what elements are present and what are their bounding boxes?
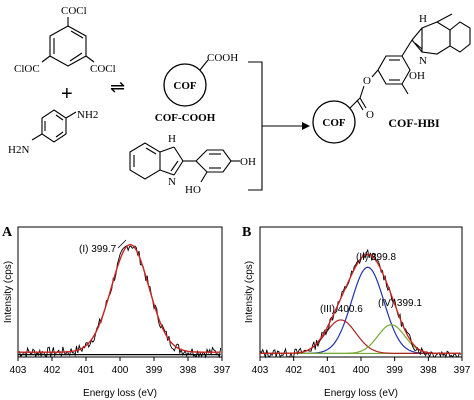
acid-chloride-molecule: COCl ClOC COCl: [14, 5, 116, 75]
hbi-oh-right: OH: [240, 156, 256, 168]
nh2-label: NH2: [77, 109, 98, 121]
chart-a-x-ticks: 403 402 401 400 399 398 397: [10, 357, 231, 376]
x-tick-label: 397: [214, 365, 231, 376]
cooh-label: COOH: [207, 52, 238, 64]
diamine-molecule: NH2 H2N: [8, 109, 98, 156]
chart-a-plot-area: [17, 243, 222, 359]
x-tick-label: 400: [112, 365, 129, 376]
hbi-n-label: N: [168, 176, 176, 188]
chart-b-envelope-series: [259, 253, 461, 355]
plus-sign: +: [61, 83, 73, 105]
hbi-nh-label: H: [168, 133, 176, 145]
cof-hbi-oh-label: OH: [409, 70, 425, 82]
cof-hbi-nh-label: H: [419, 13, 427, 25]
chart-b-peak-ii-label: (II) 399.8: [356, 252, 396, 263]
cloc-left-label: ClOC: [14, 63, 40, 75]
chart-b-x-ticks: 403 402 401 400 399 398 397: [252, 357, 471, 376]
chart-b-plot-area: [259, 248, 461, 359]
reaction-scheme: COCl ClOC COCl + NH2 H2N ⇌ COF COOH COF-…: [8, 5, 471, 196]
chart-a-fit-series: [18, 243, 221, 353]
x-tick-label: 403: [10, 365, 27, 376]
x-tick-label: 397: [454, 365, 471, 376]
x-tick-label: 401: [78, 365, 95, 376]
chart-b-peak-iv-label: (IV) 399.1: [378, 298, 422, 309]
hbi-molecule: H N OH HO: [129, 133, 256, 196]
cof-hbi-circle-label: COF: [322, 117, 346, 129]
x-tick-label: 400: [353, 365, 370, 376]
h2n-label: H2N: [8, 144, 29, 156]
hbi-ho-bottom: HO: [185, 184, 201, 196]
ester-o: O: [363, 75, 371, 87]
chart-a-xlabel: Energy loss (eV): [83, 388, 157, 399]
cof-cooh-name: COF-COOH: [155, 112, 216, 124]
chart-a: 403 402 401 400 399 398 397 Energy loss (eV) I…: [3, 226, 231, 399]
panel-label-b: B: [242, 225, 251, 240]
chart-b: 403 402 401 400 399 398 397 Energy loss (eV) I…: [244, 226, 471, 399]
x-tick-label: 399: [146, 365, 163, 376]
panel-label-a: A: [2, 225, 13, 240]
chart-a-experimental-series: [17, 245, 222, 359]
cof-cooh-circle-label: COF: [173, 80, 197, 92]
ester-carbonyl-o: O: [366, 109, 374, 121]
chart-b-peak-iii-label: (III) 400.6: [320, 304, 363, 315]
x-tick-label: 402: [44, 365, 61, 376]
cocl-right-label: COCl: [90, 63, 116, 75]
chart-a-peak-pointer: [117, 239, 127, 249]
reaction-arrow-head: [302, 122, 310, 130]
chart-b-component-iii-series: [259, 319, 461, 355]
cof-hbi-n-label: N: [419, 55, 427, 67]
x-tick-label: 401: [319, 365, 336, 376]
chart-a-peak-label: (I) 399.7: [79, 244, 117, 255]
chart-a-ylabel: Intensity (cps): [3, 261, 14, 323]
cof-cooh-structure: COF COOH COF-COOH: [155, 52, 238, 124]
x-tick-label: 398: [420, 365, 437, 376]
x-tick-label: 398: [180, 365, 197, 376]
x-tick-label: 399: [386, 365, 403, 376]
chart-b-frame: [259, 226, 463, 358]
x-tick-label: 403: [252, 365, 269, 376]
x-tick-label: 402: [285, 365, 302, 376]
chart-b-ylabel: Intensity (cps): [244, 261, 255, 323]
equilibrium-arrow: ⇌: [110, 77, 125, 97]
cof-hbi-name: COF-HBI: [388, 116, 440, 130]
cof-hbi-structure: COF O O OH H N COF-HBI: [312, 13, 471, 144]
cocl-top-label: COCl: [61, 5, 87, 17]
chart-b-xlabel: Energy loss (eV): [324, 388, 398, 399]
